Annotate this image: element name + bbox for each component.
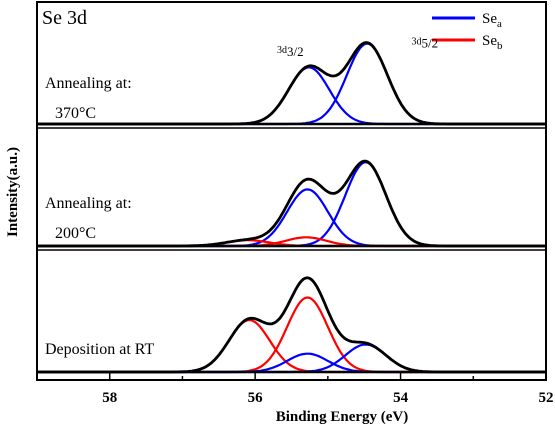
- legend-label-se-b: Seb: [482, 33, 503, 52]
- x-axis-label: Binding Energy (eV): [276, 409, 409, 425]
- x-tick-label-54: 54: [393, 390, 409, 406]
- legend: Sea Seb: [432, 11, 503, 52]
- panel-2-label-line-2: 200°C: [55, 225, 96, 242]
- peak-label-1: 3d3/2: [277, 44, 304, 59]
- panel-1-label-line-2: 370°C: [55, 105, 96, 122]
- y-axis-label: Intensity(a.u.): [5, 147, 21, 237]
- panel-3-component-2-se-b: [37, 296, 546, 374]
- plot-frame: [36, 1, 547, 381]
- panel-2: Annealing at: 200°C: [37, 159, 546, 248]
- x-tick-label-56: 56: [248, 390, 264, 406]
- x-tick-label-52: 52: [539, 390, 554, 406]
- panel-3-label-line-1: Deposition at RT: [45, 341, 154, 358]
- peak-label-2: 3d5/2: [411, 36, 438, 51]
- chart-title: Se 3d: [42, 7, 87, 29]
- panel-3: Deposition at RT: [37, 276, 546, 374]
- x-tick-label-58: 58: [102, 390, 117, 406]
- legend-label-se-a: Sea: [482, 11, 502, 30]
- panel-2-label-line-1: Annealing at:: [45, 195, 132, 212]
- panel-1: Annealing at: 370°C: [37, 41, 546, 126]
- panel-1-label-line-1: Annealing at:: [45, 75, 132, 92]
